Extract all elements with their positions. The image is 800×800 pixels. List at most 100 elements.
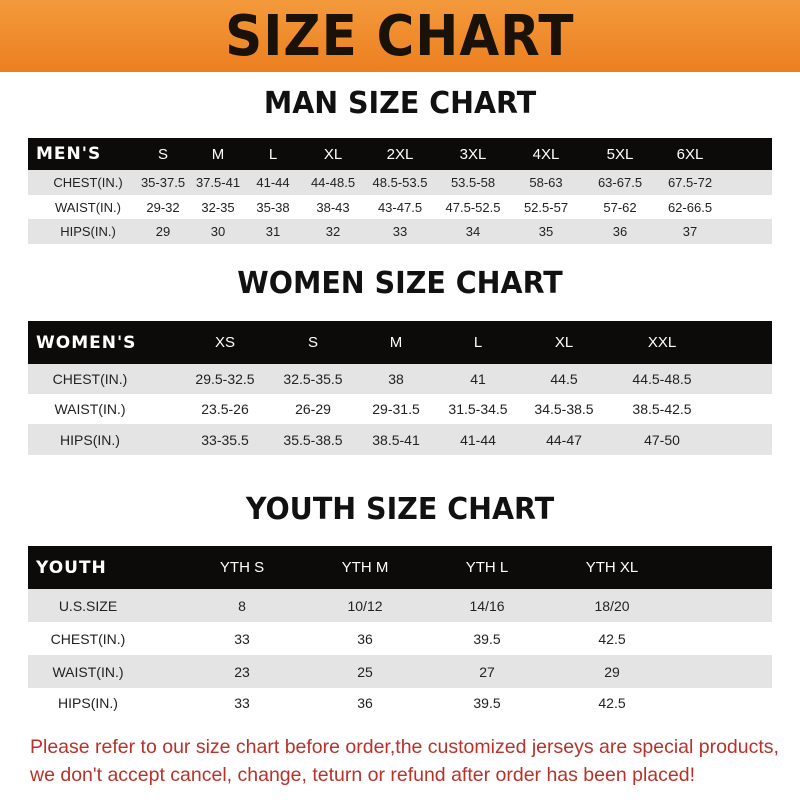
size-header-cell: L xyxy=(473,334,483,351)
table-cell: 36 xyxy=(612,224,628,239)
table-cell: 33 xyxy=(234,630,250,647)
table-cell: 34.5-38.5 xyxy=(534,401,594,417)
table-cell: 10/12 xyxy=(347,597,383,614)
main-title: SIZE CHART xyxy=(225,3,575,69)
table-cell: 52.5-57 xyxy=(523,199,569,215)
table-title-cell: MEN'S xyxy=(36,144,102,164)
table-cell: 47.5-52.5 xyxy=(445,199,501,215)
size-header-cell: L xyxy=(268,145,278,163)
table-cell: 38-43 xyxy=(316,199,350,215)
youth-section-title: YOUTH SIZE CHART xyxy=(245,492,555,527)
table-row: WAIST(IN.) 23.5-26 26-29 29-31.5 31.5-34.5 34… xyxy=(28,394,772,424)
table-cell: 44-48.5 xyxy=(310,175,356,190)
row-label: U.S.SIZE xyxy=(58,597,118,614)
table-cell: 31.5-34.5 xyxy=(448,401,508,417)
table-row: WAIST(IN.) 29-32 32-35 35-38 38-43 43-47.5 47.… xyxy=(28,195,772,219)
table-cell: 25 xyxy=(357,663,373,680)
table-cell: 29 xyxy=(604,663,620,680)
table-cell: 8 xyxy=(238,597,246,614)
table-row: HIPS(IN.) 29 30 31 32 33 34 35 36 37 xyxy=(28,219,772,244)
table-cell: 44.5 xyxy=(550,371,578,387)
size-header-cell: XXL xyxy=(647,334,677,351)
size-header-cell: 3XL xyxy=(459,145,487,163)
table-cell: 23 xyxy=(234,663,250,680)
size-header-cell: 4XL xyxy=(532,145,560,163)
table-cell: 43-47.5 xyxy=(377,199,423,215)
row-label: HIPS(IN.) xyxy=(58,695,118,711)
row-label: HIPS(IN.) xyxy=(60,224,116,239)
table-cell: 35.5-38.5 xyxy=(283,431,343,448)
table-cell: 14/16 xyxy=(469,597,505,614)
table-cell: 35-38 xyxy=(256,199,290,215)
table-cell: 38.5-41 xyxy=(372,431,420,448)
table-cell: 44.5-48.5 xyxy=(632,371,692,387)
table-cell: 48.5-53.5 xyxy=(372,175,428,190)
size-header-cell: 2XL xyxy=(386,145,414,163)
youth-size-table: YOUTH YTH S YTH M YTH L YTH XL U.S.SIZE 8 10/12… xyxy=(28,546,772,718)
table-header-row: MEN'S S M L XL 2XL 3XL 4XL 5XL 6XL xyxy=(28,138,772,170)
men-size-table: MEN'S S M L XL 2XL 3XL 4XL 5XL 6XL CHEST(IN.) 35-37… xyxy=(28,138,772,244)
table-cell: 39.5 xyxy=(473,695,501,711)
table-cell: 44-47 xyxy=(546,431,582,448)
table-cell: 29-32 xyxy=(146,199,180,215)
table-cell: 26-29 xyxy=(295,401,331,417)
size-header-cell: M xyxy=(211,145,225,163)
table-row: CHEST(IN.) 35-37.5 37.5-41 41-44 44-48.5 48.5… xyxy=(28,170,772,195)
row-label: WAIST(IN.) xyxy=(54,401,126,417)
disclaimer-line-2: we don't accept cancel, change, teturn o… xyxy=(30,764,695,786)
disclaimer-line-1: Please refer to our size chart before or… xyxy=(30,736,779,758)
size-header-cell: YTH XL xyxy=(585,559,639,576)
table-cell: 36 xyxy=(357,630,373,647)
women-section-title: WOMEN SIZE CHART xyxy=(237,266,563,301)
table-cell: 31 xyxy=(265,224,281,239)
table-cell: 33 xyxy=(392,224,408,239)
size-header-cell: YTH S xyxy=(219,559,265,576)
table-cell: 57-62 xyxy=(603,199,637,215)
size-header-cell: YTH M xyxy=(341,559,389,576)
table-cell: 41-44 xyxy=(460,431,496,448)
table-cell: 33-35.5 xyxy=(201,431,249,448)
size-header-cell: S xyxy=(307,334,319,351)
size-header-cell: YTH L xyxy=(465,559,509,576)
table-cell: 33 xyxy=(234,695,250,711)
size-header-cell: S xyxy=(157,145,169,163)
table-cell: 67.5-72 xyxy=(667,175,713,190)
table-cell: 37 xyxy=(682,224,698,239)
table-cell: 41-44 xyxy=(256,175,290,190)
table-cell: 41 xyxy=(470,371,486,387)
table-header-row: WOMEN'S XS S M L XL XXL xyxy=(28,321,772,364)
table-cell: 62-66.5 xyxy=(667,199,713,215)
row-label: CHEST(IN.) xyxy=(50,630,126,647)
table-cell: 35-37.5 xyxy=(140,175,186,190)
table-cell: 18/20 xyxy=(594,597,630,614)
row-label: CHEST(IN.) xyxy=(53,175,123,190)
table-cell: 27 xyxy=(479,663,495,680)
table-row: HIPS(IN.) 33 36 39.5 42.5 xyxy=(28,688,772,718)
table-cell: 58-63 xyxy=(529,175,563,190)
table-cell: 32.5-35.5 xyxy=(283,371,343,387)
table-cell: 34 xyxy=(465,224,481,239)
row-label: CHEST(IN.) xyxy=(52,371,128,387)
table-cell: 63-67.5 xyxy=(597,175,643,190)
table-cell: 38 xyxy=(388,371,404,387)
table-cell: 47-50 xyxy=(644,431,680,448)
table-cell: 30 xyxy=(210,224,226,239)
row-label: WAIST(IN.) xyxy=(55,199,121,215)
table-cell: 53.5-58 xyxy=(450,175,496,190)
table-cell: 32 xyxy=(325,224,341,239)
table-cell: 36 xyxy=(357,695,373,711)
table-cell: 35 xyxy=(538,224,554,239)
table-row: HIPS(IN.) 33-35.5 35.5-38.5 38.5-41 41-44 44-… xyxy=(28,424,772,455)
table-cell: 39.5 xyxy=(473,630,501,647)
table-cell: 29.5-32.5 xyxy=(195,371,255,387)
table-cell: 29 xyxy=(155,224,171,239)
table-cell: 38.5-42.5 xyxy=(632,401,692,417)
table-row: CHEST(IN.) 29.5-32.5 32.5-35.5 38 41 44.5 44.5… xyxy=(28,364,772,394)
size-header-cell: 5XL xyxy=(606,145,634,163)
size-header-cell: XS xyxy=(214,334,236,351)
table-cell: 23.5-26 xyxy=(201,401,249,417)
table-cell: 29-31.5 xyxy=(372,401,420,417)
women-size-table: WOMEN'S XS S M L XL XXL CHEST(IN.) 29.5-32.5 32.5… xyxy=(28,321,772,455)
table-row: CHEST(IN.) 33 36 39.5 42.5 xyxy=(28,622,772,655)
table-title-cell: WOMEN'S xyxy=(36,332,137,353)
